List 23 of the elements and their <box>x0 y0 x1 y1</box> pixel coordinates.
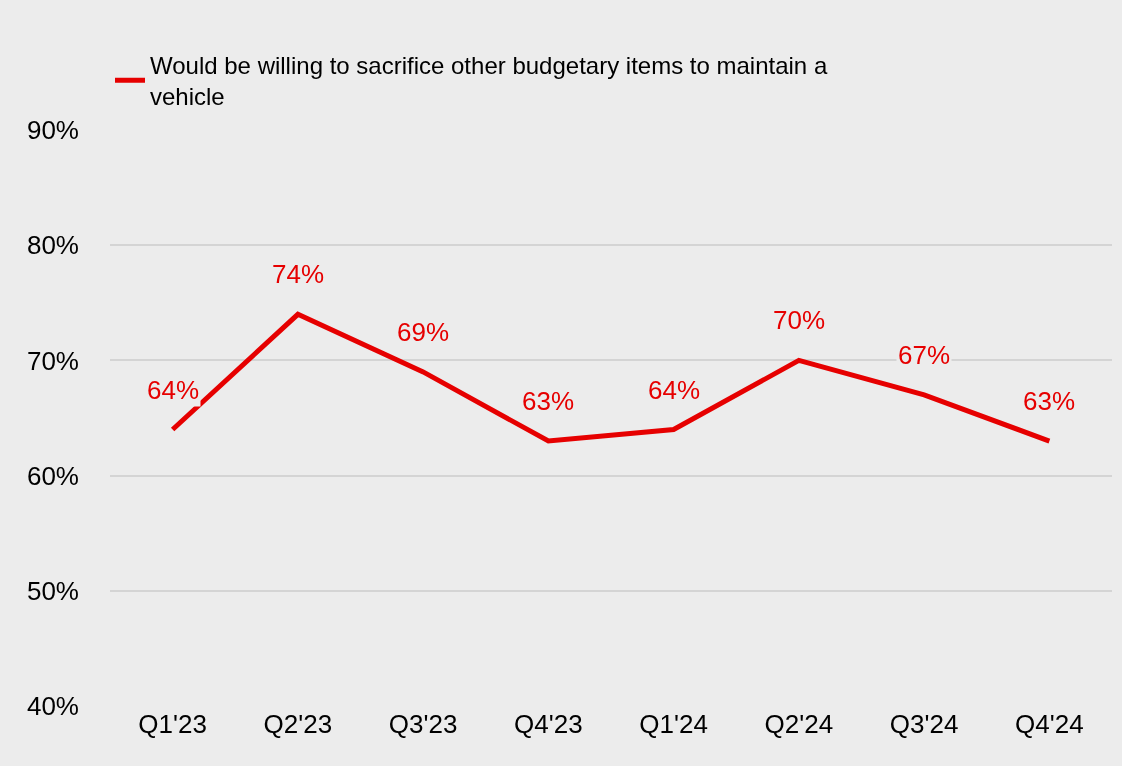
data-label: 67% <box>898 340 951 370</box>
x-tick-label: Q2'23 <box>263 709 333 739</box>
x-tick-label: Q2'24 <box>764 709 834 739</box>
x-tick-label: Q3'23 <box>388 709 458 739</box>
x-tick-label: Q3'24 <box>889 709 959 739</box>
data-label: 74% <box>272 259 325 289</box>
data-label: 69% <box>397 317 450 347</box>
data-label: 63% <box>522 386 575 416</box>
data-label: 64% <box>147 375 200 405</box>
y-tick-label: 80% <box>26 230 79 261</box>
y-tick-label: 50% <box>26 575 79 606</box>
y-tick-label: 90% <box>26 115 79 146</box>
data-label: 63% <box>1023 386 1076 416</box>
data-label: 64% <box>648 375 701 405</box>
x-tick-label: Q4'24 <box>1015 709 1084 739</box>
legend-label: Would be willing to sacrifice other budgetary items to maintain a vehicle <box>150 51 828 111</box>
y-tick-label: 60% <box>26 460 79 491</box>
x-tick-label: Q1'23 <box>138 709 207 739</box>
x-tick-label: Q4'23 <box>514 709 583 739</box>
y-tick-label: 70% <box>26 345 79 376</box>
x-tick-label: Q1'24 <box>639 709 708 739</box>
y-tick-label: 40% <box>26 691 79 722</box>
data-label: 70% <box>773 305 826 335</box>
